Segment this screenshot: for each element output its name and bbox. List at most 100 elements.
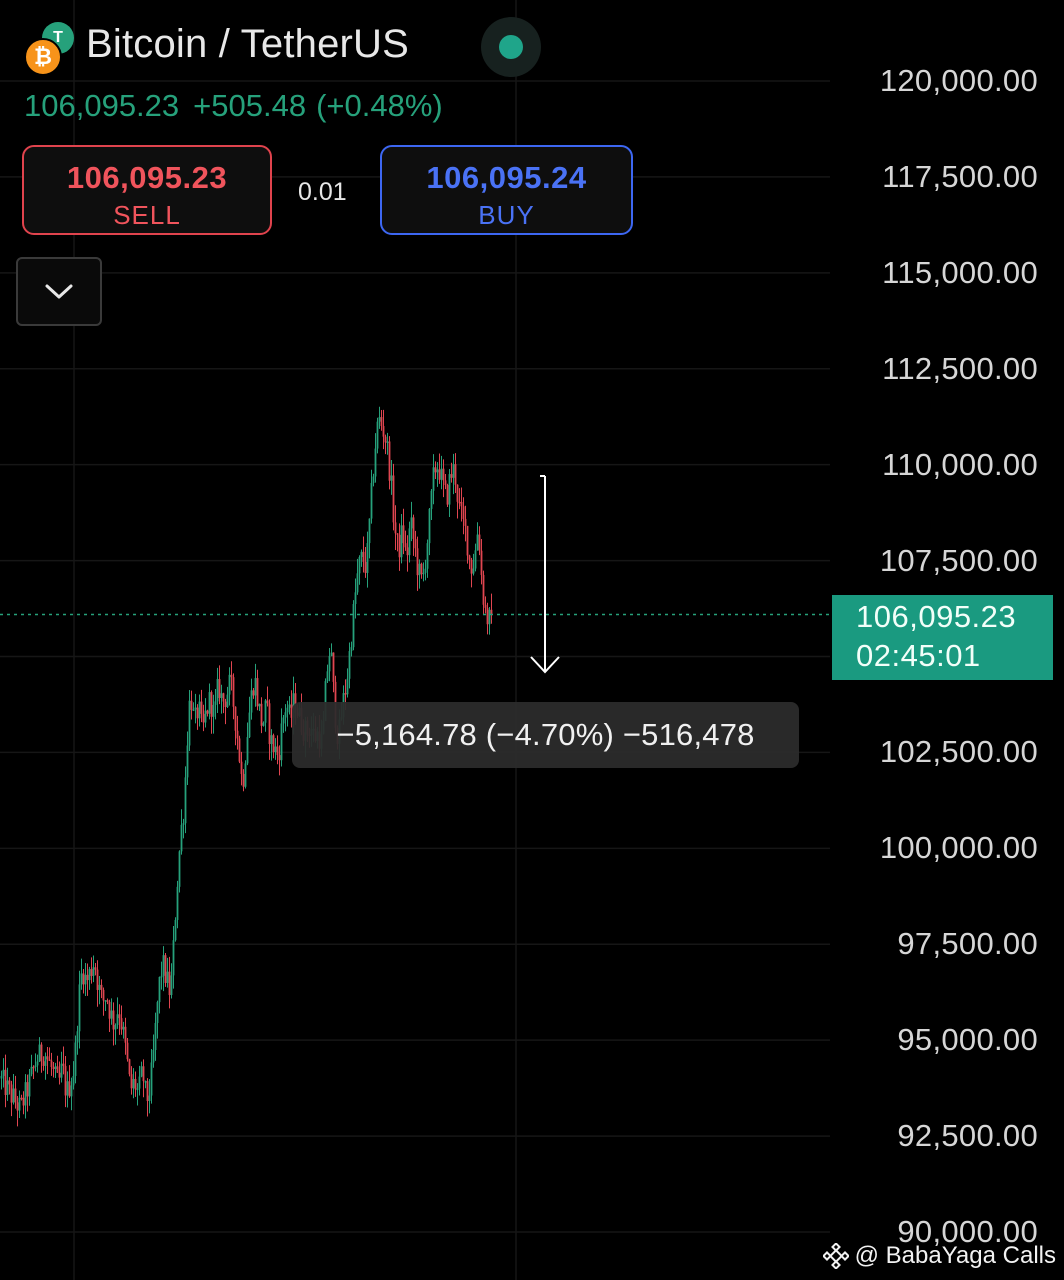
watermark: @ BabaYaga Calls [822, 1242, 1056, 1270]
candle [482, 570, 485, 615]
candle [34, 1053, 37, 1072]
candle [432, 454, 435, 505]
measure-arrow-icon[interactable] [530, 475, 560, 674]
candle [456, 484, 459, 519]
watermark-text: @ BabaYaga Calls [854, 1242, 1056, 1269]
sell-price: 106,095.23 [66, 160, 228, 195]
bitcoin-icon: ₿ [24, 38, 62, 76]
candle [60, 1051, 63, 1083]
candle [84, 962, 87, 996]
y-axis-tick-label: 110,000.00 [882, 446, 1038, 482]
candle [64, 1056, 67, 1108]
collapse-button[interactable] [16, 257, 102, 326]
binance-logo-icon [822, 1243, 849, 1269]
measure-tooltip: −5,164.78 (−4.70%) −516,478 [292, 702, 799, 768]
market-open-dot-icon [499, 35, 523, 59]
y-axis-tick-label: 97,500.00 [897, 926, 1038, 962]
candle [248, 696, 251, 739]
candle [114, 1023, 117, 1045]
pair-icons: T ₿ [24, 22, 76, 76]
candle [422, 562, 425, 582]
candle [480, 538, 483, 585]
chevron-down-icon [45, 284, 73, 298]
candle [198, 694, 201, 727]
candle [68, 1065, 71, 1098]
candle [182, 818, 185, 839]
candle [146, 1078, 149, 1117]
candle [360, 549, 363, 567]
candle [2, 1058, 5, 1088]
candle [190, 690, 193, 720]
candle [388, 436, 391, 490]
candle [274, 738, 277, 760]
candle [258, 703, 261, 711]
candle [126, 1037, 129, 1062]
candle [264, 699, 267, 732]
candle [228, 667, 231, 706]
candle [350, 641, 353, 657]
candle [438, 453, 441, 484]
sell-button[interactable]: 106,095.23 SELL [22, 145, 272, 235]
candle [458, 488, 461, 510]
pair-title[interactable]: Bitcoin / TetherUS [86, 22, 410, 66]
candle [462, 497, 465, 535]
candle [72, 1061, 75, 1090]
candle [212, 694, 215, 734]
candle [168, 956, 171, 1009]
candle [224, 698, 227, 725]
candle [470, 557, 473, 588]
candle [382, 409, 385, 450]
y-axis-tick-label: 90,000.00 [897, 1214, 1038, 1249]
candle [396, 533, 399, 552]
candle [476, 522, 479, 551]
current-price-tag: 106,095.23 02:45:01 [832, 595, 1053, 680]
candle [14, 1075, 17, 1109]
y-axis-tick-label: 107,500.00 [879, 542, 1038, 578]
candle [74, 1035, 77, 1084]
candle [448, 469, 451, 518]
candle [468, 554, 471, 570]
candle [404, 530, 407, 551]
candle [260, 697, 263, 734]
candle [368, 518, 371, 559]
chart-header: T ₿ Bitcoin / TetherUS 106,095.23 +505.48… [0, 0, 830, 340]
y-axis-tick-label: 120,000.00 [879, 63, 1038, 98]
candle [208, 683, 211, 720]
candle [154, 1012, 157, 1061]
candle [332, 652, 335, 693]
candle [436, 462, 439, 487]
candle [424, 559, 427, 581]
buy-button[interactable]: 106,095.24 BUY [380, 145, 633, 235]
candle [220, 684, 223, 714]
candle [348, 642, 351, 689]
candle [90, 957, 93, 984]
candle [418, 559, 421, 589]
candle [30, 1054, 33, 1077]
candle [104, 1000, 107, 1011]
candle [284, 704, 287, 732]
candle [286, 700, 289, 727]
market-status-indicator[interactable] [481, 17, 541, 77]
candle [278, 745, 281, 776]
price-change: +505.48 [193, 88, 307, 123]
candle [88, 966, 91, 990]
candle [386, 432, 389, 455]
candle [210, 690, 213, 734]
y-axis-tick-label: 100,000.00 [879, 830, 1038, 866]
candle [132, 1068, 135, 1099]
candle [472, 553, 475, 576]
candle [38, 1037, 41, 1062]
candle [36, 1054, 39, 1073]
candle [78, 970, 81, 1049]
candle [94, 963, 97, 976]
candle [158, 976, 161, 1014]
candle [454, 453, 457, 494]
candle [86, 963, 89, 996]
candle [8, 1077, 11, 1095]
candle [156, 1000, 159, 1039]
candle [118, 1004, 121, 1035]
candle [488, 606, 491, 635]
candle [326, 664, 329, 683]
candle [106, 998, 109, 1005]
candle [406, 535, 409, 572]
